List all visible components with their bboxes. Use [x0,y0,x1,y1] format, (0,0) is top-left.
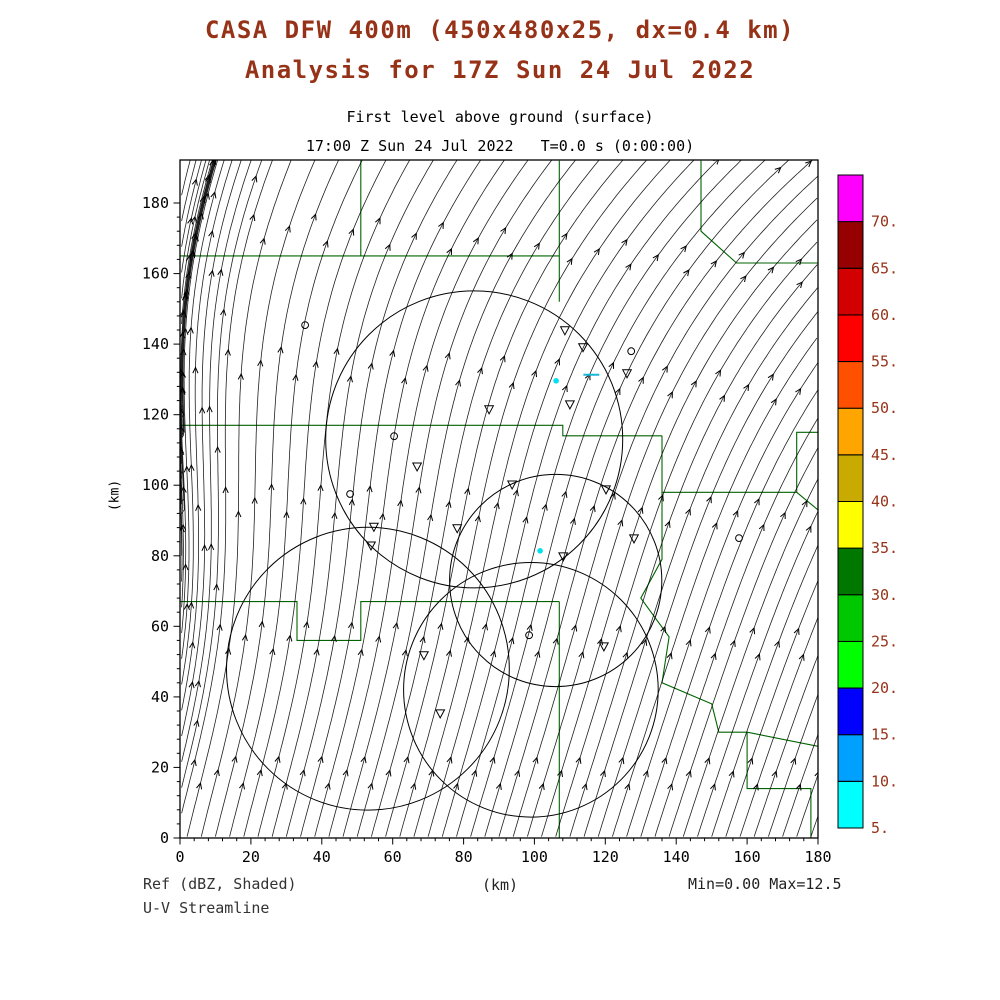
colorbar-label: 45. [871,446,898,464]
colorbar-segment [837,267,864,316]
colorbar-segment [837,361,864,409]
x-tick-label: 20 [242,848,260,866]
y-tick-label: 0 [160,829,169,847]
colorbar-segment [837,780,864,829]
colorbar-segment [837,594,864,642]
x-tick-label: 60 [384,848,402,866]
y-tick-label: 160 [142,265,169,283]
minmax-label: Min=0.00 Max=12.5 [688,875,842,893]
y-axis-unit-label: (km) [107,479,123,512]
x-tick-label: 80 [455,848,473,866]
y-tick-label: 100 [142,476,169,494]
y-tick-label: 80 [151,547,169,565]
radar-range-rings [226,290,663,818]
colorbar-segment [837,640,864,689]
colorbar-label: 50. [871,399,898,417]
x-tick-label: 160 [734,848,761,866]
streamlines [180,160,818,837]
plot-title-line2: Analysis for 17Z Sun 24 Jul 2022 [244,56,756,84]
y-tick-label: 20 [151,758,169,776]
colorbar-label: 15. [871,726,898,744]
colorbar-label: 25. [871,632,898,650]
x-tick-label: 40 [313,848,331,866]
y-tick-label: 180 [142,194,169,212]
dbz-colorbar: 5. 10. 15. 20. 25. 30. 35. 40. 45. 50. 55. 60. 65. 70… [837,174,898,837]
colorbar-segment [837,407,864,456]
triangle-site-markers [365,326,640,719]
circle-site-marker [390,432,399,441]
colorbar-segment [837,501,864,549]
y-tick-label: 120 [142,406,169,424]
y-tick-label: 40 [151,688,169,706]
circle-site-marker [346,490,355,498]
x-tick-label: 100 [521,848,548,866]
colorbar-segment [837,314,864,362]
axes: 0 20 40 60 80 100 120 140 160 180 0 20 40 60 80 100 120 1… [142,159,832,866]
colorbar-label: 10. [871,772,898,790]
x-tick-label: 120 [592,848,619,866]
x-tick-label: 0 [175,848,184,866]
colorbar-segment [837,221,864,269]
station-markers [301,321,743,719]
time-subtitle: 17:00 Z Sun 24 Jul 2022 T=0.0 s (0:00:00… [305,137,695,155]
circle-site-marker [525,631,533,640]
circle-site-marker [735,534,743,542]
x-tick-label: 140 [663,848,690,866]
level-subtitle: First level above ground (surface) [346,108,654,126]
colorbar-label: 30. [871,586,898,604]
y-tick-label: 140 [142,335,169,353]
colorbar-label: 65. [871,259,898,277]
colorbar-segment [837,547,864,596]
colorbar-label: 5. [871,819,889,837]
colorbar-segment [837,687,864,736]
colorbar-segment [837,454,864,502]
colorbar-label: 60. [871,306,898,324]
y-tick-label: 60 [151,617,169,635]
circle-site-marker [627,347,636,356]
colorbar-label: 35. [871,539,898,557]
streamline-field-label: U-V Streamline [143,899,270,917]
plot-title-line1: CASA DFW 400m (450x480x25, dx=0.4 km) [204,16,796,44]
colorbar-segment [837,174,864,223]
colorbar-segment [837,734,864,782]
circle-site-marker [301,321,310,330]
colorbar-label: 40. [871,493,898,511]
ref-field-label: Ref (dBZ, Shaded) [143,875,297,893]
reflectivity-shading [537,373,600,554]
x-tick-label: 180 [804,848,831,866]
colorbar-label: 20. [871,679,898,697]
colorbar-label: 55. [871,353,898,371]
colorbar-label: 70. [871,213,898,231]
x-axis-unit-label: (km) [481,876,519,894]
